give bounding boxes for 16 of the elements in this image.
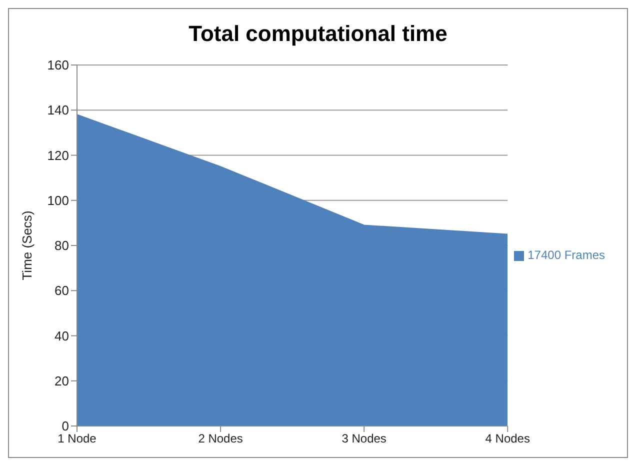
y-tick-label: 120 [47,148,69,163]
y-tick-label: 60 [54,283,69,298]
x-tick-label: 4 Nodes [485,432,530,446]
y-tick-label: 100 [47,192,69,208]
y-tick-label: 0 [62,418,69,434]
y-tick-label: 20 [54,373,69,388]
y-tick-label: 80 [54,238,69,254]
y-tick-label: 40 [54,328,69,344]
chart-title: Total computational time [188,21,448,48]
x-tick-label: 1 Node [58,432,97,446]
y-tick-label: 160 [47,58,69,73]
x-tick-label: 2 Nodes [198,432,243,446]
x-tick-label: 3 Nodes [342,432,386,446]
legend-label: 17400 Frames [528,248,605,262]
y-tick-label: 140 [47,102,69,118]
y-axis-title: Time (Secs) [20,210,35,280]
